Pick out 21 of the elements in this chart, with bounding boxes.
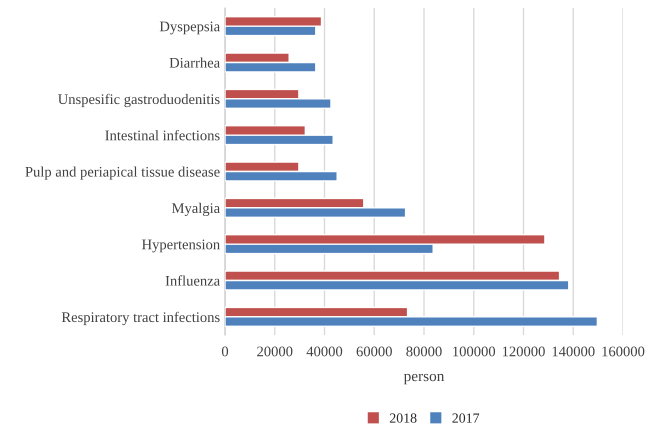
- y-tick-label: Respiratory tract infections: [62, 312, 220, 326]
- legend-label: 2017: [452, 413, 480, 423]
- x-tick-label: 140000: [552, 346, 595, 356]
- y-tick-label: Influenza: [166, 275, 220, 286]
- x-tick-label: 40000: [306, 346, 342, 356]
- x-tick-label: 20000: [257, 346, 292, 356]
- y-tick-label: Intestinal infections: [105, 130, 220, 140]
- x-tick-label: 100000: [453, 346, 496, 356]
- y-tick-label: Unspesific gastroduodenitis: [58, 94, 220, 108]
- y-tick-label: Myalgia: [172, 202, 220, 216]
- x-tick-label: 0: [222, 346, 228, 356]
- x-tick-label: 120000: [502, 346, 545, 356]
- x-axis-title: person: [404, 374, 444, 384]
- y-tick-label: Hypertension: [142, 240, 220, 252]
- y-tick-label: Dyspepsia: [160, 22, 220, 34]
- y-tick-label: Pulp and periapical tissue disease: [25, 166, 220, 180]
- x-tick-label: 60000: [356, 346, 392, 356]
- legend-label: 2018: [390, 413, 417, 423]
- y-tick-label: Diarrhea: [170, 57, 220, 68]
- x-tick-label: 160000: [602, 346, 644, 356]
- x-tick-label: 80000: [406, 346, 442, 356]
